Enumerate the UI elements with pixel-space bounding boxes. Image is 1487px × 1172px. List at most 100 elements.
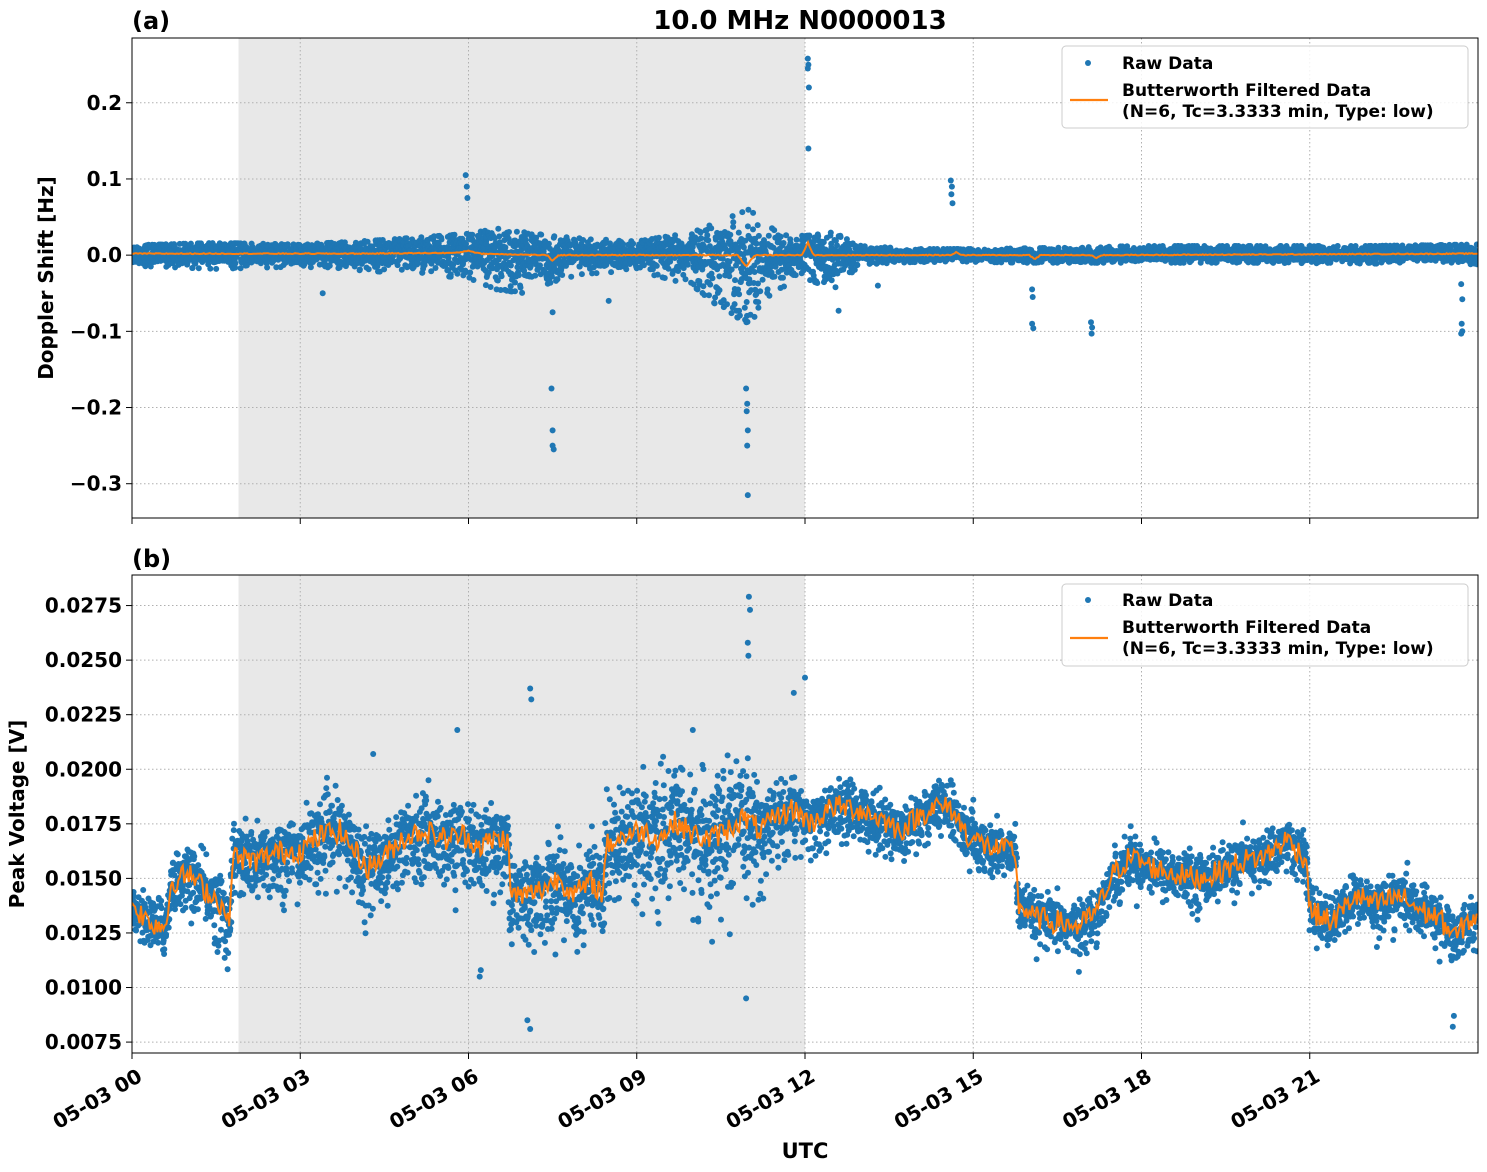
raw-data-point	[608, 269, 615, 276]
raw-data-point	[432, 265, 439, 271]
raw-data-point	[189, 265, 196, 271]
raw-data-point	[744, 223, 751, 230]
raw-data-point	[187, 240, 194, 247]
raw-data-point	[273, 264, 280, 271]
raw-data-point	[438, 236, 445, 243]
raw-data-point	[1285, 259, 1292, 266]
raw-data-point	[827, 229, 834, 236]
raw-data-point	[784, 258, 791, 264]
raw-data-point	[513, 228, 520, 235]
raw-data-point	[418, 234, 425, 241]
raw-data-point	[787, 240, 794, 246]
raw-data-point	[467, 269, 474, 276]
raw-data-point	[834, 242, 840, 249]
raw-data-point	[736, 307, 743, 314]
raw-data-point	[506, 229, 512, 235]
raw-data-point	[744, 318, 751, 325]
raw-data-point	[706, 243, 713, 250]
raw-data-point	[780, 274, 786, 281]
raw-data-point	[672, 277, 679, 284]
raw-data-point	[675, 268, 682, 274]
raw-data-point	[843, 236, 850, 243]
raw-data-point	[485, 269, 492, 276]
raw-data-point	[821, 257, 827, 264]
raw-data-point	[1079, 244, 1086, 251]
raw-data-point	[381, 266, 388, 273]
panel-a-label: (a)	[132, 7, 170, 35]
raw-data-point	[700, 283, 707, 290]
raw-data-point	[512, 279, 518, 286]
raw-data-point	[837, 234, 844, 240]
raw-data-point	[750, 226, 756, 233]
raw-data-point	[697, 229, 704, 236]
raw-data-point	[766, 292, 773, 299]
raw-data-point	[701, 292, 708, 298]
raw-data-point	[711, 300, 718, 307]
raw-data-point	[832, 284, 839, 291]
raw-data-point	[498, 273, 505, 280]
raw-data-point	[825, 264, 832, 271]
figure-title: 10.0 MHz N0000013	[653, 6, 946, 36]
raw-data-point	[704, 232, 711, 239]
raw-data-point	[832, 237, 839, 244]
raw-data-point	[593, 270, 600, 277]
raw-data-point	[731, 301, 738, 308]
raw-data-point	[580, 237, 587, 243]
raw-data-point	[1119, 243, 1126, 250]
raw-data-point	[491, 235, 498, 242]
raw-data-point	[750, 209, 757, 216]
raw-data-point	[518, 247, 525, 254]
raw-data-point	[447, 271, 454, 278]
raw-data-point	[751, 269, 758, 275]
raw-data-point	[771, 227, 778, 234]
raw-data-point	[757, 288, 764, 295]
raw-data-point	[705, 237, 712, 244]
raw-data-point	[755, 304, 762, 311]
raw-data-point	[684, 261, 691, 268]
raw-data-point	[661, 275, 668, 281]
raw-data-point	[551, 233, 558, 240]
raw-data-point	[820, 239, 827, 246]
raw-data-point	[772, 263, 779, 270]
raw-data-point	[730, 223, 737, 230]
raw-data-point	[654, 271, 661, 278]
raw-data-point	[783, 232, 790, 239]
raw-data-point	[682, 276, 689, 283]
raw-data-point	[514, 264, 521, 271]
raw-data-point	[487, 284, 494, 290]
raw-data-point	[559, 272, 566, 278]
raw-data-point	[494, 277, 501, 284]
raw-data-point	[732, 277, 738, 284]
raw-data-point	[745, 206, 752, 213]
raw-data-point	[667, 258, 674, 265]
raw-data-point	[232, 260, 239, 267]
raw-data-point	[709, 275, 716, 282]
raw-data-point	[507, 262, 514, 269]
raw-data-point	[1213, 259, 1220, 266]
raw-data-point	[712, 294, 719, 301]
raw-data-point	[724, 301, 730, 308]
raw-data-point	[603, 236, 609, 243]
raw-data-point	[690, 281, 697, 288]
raw-data-point	[777, 233, 784, 240]
raw-data-point	[237, 265, 244, 272]
raw-data-point	[793, 236, 800, 243]
raw-data-point	[755, 232, 762, 239]
raw-data-point	[517, 284, 524, 291]
raw-data-point	[532, 272, 539, 279]
raw-data-point	[589, 270, 596, 277]
raw-data-point	[537, 262, 543, 269]
raw-data-point	[740, 244, 747, 251]
raw-data-point	[743, 299, 750, 305]
raw-data-point	[1334, 243, 1341, 249]
raw-data-point	[463, 241, 469, 247]
raw-data-point	[232, 264, 239, 271]
raw-data-point	[587, 236, 594, 243]
raw-data-point	[470, 277, 477, 283]
raw-data-point	[828, 277, 835, 284]
raw-data-point	[356, 266, 363, 273]
raw-data-point	[771, 273, 778, 280]
raw-data-point	[792, 272, 799, 279]
raw-data-point	[736, 291, 743, 298]
raw-data-point	[496, 233, 503, 240]
